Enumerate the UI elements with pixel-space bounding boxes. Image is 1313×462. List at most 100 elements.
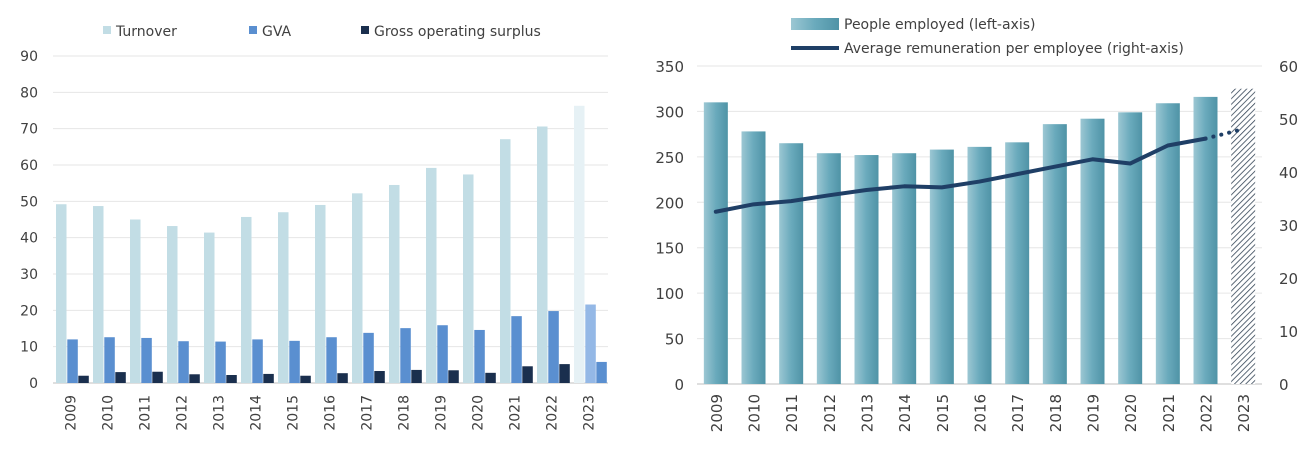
y-right-tick-label: 50 xyxy=(1279,111,1298,129)
y-left-tick-label: 200 xyxy=(655,194,684,212)
bar-gross-operating-surplus xyxy=(115,372,126,383)
bar-turnover xyxy=(426,167,437,383)
bar-gva xyxy=(548,311,559,383)
bar-gross-operating-surplus xyxy=(448,370,459,383)
y-tick-label: 0 xyxy=(29,376,38,392)
y-tick-label: 30 xyxy=(20,267,38,283)
bar-gva xyxy=(585,304,596,383)
y-left-tick-label: 150 xyxy=(655,240,684,258)
x-tick-label: 2013 xyxy=(859,394,877,432)
x-tick-label: 2011 xyxy=(783,394,801,432)
x-tick-label: 2021 xyxy=(1160,394,1178,432)
x-tick-label: 2013 xyxy=(212,395,228,431)
legend-label: Turnover xyxy=(115,24,177,40)
x-tick-label: 2020 xyxy=(471,395,487,431)
x-tick-label: 2012 xyxy=(175,395,191,431)
x-tick-label: 2023 xyxy=(1235,394,1253,432)
bar-turnover xyxy=(130,219,141,383)
bar-gva xyxy=(215,341,226,383)
bar-people-employed xyxy=(1118,112,1143,384)
bar-turnover xyxy=(352,193,363,383)
bar-turnover xyxy=(241,216,252,383)
x-tick-label: 2009 xyxy=(708,394,726,432)
turnover-gva-chart: 0 10 20 30 40 50 60 70 80 90 2009 2010 2011 2012 2013 2… xyxy=(20,24,608,431)
y-tick-label: 50 xyxy=(20,194,38,210)
legend-label: People employed (left-axis) xyxy=(844,17,1036,33)
bar-turnover xyxy=(56,204,67,383)
bar-people-employed xyxy=(892,153,917,384)
bar-turnover xyxy=(389,184,400,383)
bar-gva xyxy=(400,328,411,383)
bar-gva xyxy=(326,337,337,383)
y-right-tick-label: 30 xyxy=(1279,217,1298,235)
bar-gva xyxy=(289,340,300,383)
y-right-tick-label: 20 xyxy=(1279,270,1298,288)
y-right-tick-label: 40 xyxy=(1279,164,1298,182)
x-tick-label: 2014 xyxy=(249,395,265,431)
y-tick-label: 40 xyxy=(20,231,38,247)
x-tick-label: 2020 xyxy=(1122,394,1140,432)
bar-gva xyxy=(141,337,152,383)
x-tick-label: 2010 xyxy=(746,394,764,432)
legend-swatch xyxy=(361,26,369,34)
legend-swatch xyxy=(103,26,111,34)
legend-swatch xyxy=(249,26,257,34)
bar-turnover xyxy=(204,232,215,383)
bar-turnover xyxy=(278,212,289,383)
remuneration-line xyxy=(713,136,1208,214)
y-left-tick-label: 50 xyxy=(665,331,684,349)
x-tick-label: 2022 xyxy=(545,395,561,431)
x-tick-label: 2017 xyxy=(360,395,376,431)
bar-gva xyxy=(437,325,448,383)
x-tick-label: 2017 xyxy=(1009,394,1027,432)
y-left-tick-label: 0 xyxy=(674,376,684,394)
bar-people-employed xyxy=(854,155,879,384)
bar-turnover xyxy=(167,226,178,383)
bar-people-employed xyxy=(703,102,728,384)
y-left-tick-label: 250 xyxy=(655,149,684,167)
legend-label: Gross operating surplus xyxy=(374,24,541,40)
y-right-tick-label: 10 xyxy=(1279,323,1298,341)
x-tick-label: 2016 xyxy=(972,394,990,432)
x-tick-label: 2018 xyxy=(397,395,413,431)
bar-gross-operating-surplus xyxy=(374,371,385,383)
x-tick-label: 2018 xyxy=(1047,394,1065,432)
bar-turnover xyxy=(93,206,104,383)
bar-gross-operating-surplus xyxy=(263,373,274,383)
x-tick-label: 2009 xyxy=(64,395,80,431)
bar-turnover xyxy=(315,204,326,383)
bar-gva xyxy=(67,339,78,383)
y-right-tick-label: 60 xyxy=(1279,58,1298,76)
bar-people-employed xyxy=(967,146,992,384)
y-tick-label: 90 xyxy=(20,49,38,65)
y-tick-label: 70 xyxy=(20,122,38,138)
bar-people-employed xyxy=(1005,142,1030,384)
x-tick-label: 2015 xyxy=(934,394,952,432)
bar-people-employed-projection xyxy=(1231,88,1256,384)
bar-people-employed xyxy=(741,131,766,384)
bar-turnover xyxy=(574,105,585,383)
bar-people-employed xyxy=(1193,96,1218,385)
legend-swatch-bars xyxy=(791,18,839,30)
x-tick-label: 2022 xyxy=(1198,394,1216,432)
bar-gva xyxy=(474,329,485,383)
bar-gross-operating-surplus xyxy=(411,369,422,383)
y-left-tick-label: 100 xyxy=(655,285,684,303)
bar-gross-operating-surplus xyxy=(337,373,348,383)
y-tick-label: 80 xyxy=(20,85,38,101)
remuneration-line-projection xyxy=(1203,127,1246,141)
bar-gross-operating-surplus xyxy=(522,366,533,383)
x-tick-label: 2014 xyxy=(896,394,914,432)
x-tick-label: 2010 xyxy=(101,395,117,431)
bar-gross-operating-surplus xyxy=(226,375,237,383)
y-right-tick-label: 0 xyxy=(1279,376,1289,394)
bar-gross-operating-surplus xyxy=(300,375,311,383)
x-tick-label: 2021 xyxy=(508,395,524,431)
employment-remuneration-chart: 0 50 100 150 200 250 300 350 0 10 20 30 40 50 60 2009 20… xyxy=(655,17,1298,432)
bar-people-employed xyxy=(779,143,804,384)
x-tick-label: 2023 xyxy=(582,395,598,431)
legend-label: GVA xyxy=(262,24,292,40)
x-tick-label: 2011 xyxy=(138,395,154,431)
x-tick-label: 2015 xyxy=(286,395,302,431)
bar-gva xyxy=(178,341,189,383)
